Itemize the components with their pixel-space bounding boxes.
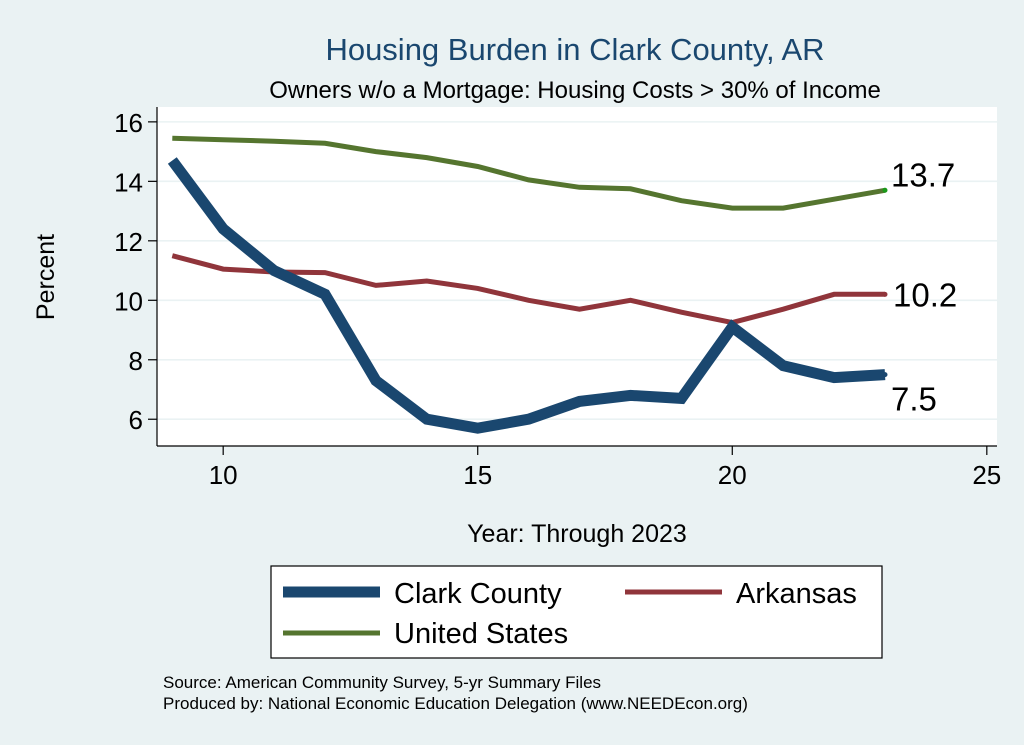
axes: 6 8 10 12 14 16 10 15 20 25 <box>114 107 1001 490</box>
legend: Clark County Arkansas United States <box>270 565 883 659</box>
x-tick-label: 25 <box>972 460 1001 490</box>
chart-title: Housing Burden in Clark County, AR <box>325 32 824 67</box>
y-tick-label: 10 <box>114 286 143 316</box>
end-point-united-states <box>882 187 888 193</box>
y-axis-label: Percent <box>32 234 60 320</box>
end-labels: 7.5 10.2 13.7 <box>882 156 957 418</box>
end-label-arkansas: 10.2 <box>893 276 957 313</box>
y-tick-label: 8 <box>129 346 143 376</box>
producer-note: Produced by: National Economic Education… <box>163 694 748 713</box>
chart-subtitle: Owners w/o a Mortgage: Housing Costs > 3… <box>269 77 881 104</box>
x-tick-label: 10 <box>209 460 238 490</box>
series-lines <box>167 135 886 434</box>
legend-label-clark-county: Clark County <box>394 578 562 610</box>
legend-label-arkansas: Arkansas <box>736 578 857 610</box>
series-line-arkansas <box>171 253 885 326</box>
end-label-united-states: 13.7 <box>891 156 955 193</box>
y-tick-label: 12 <box>114 227 143 257</box>
x-tick-label: 20 <box>718 460 747 490</box>
legend-box <box>270 565 883 659</box>
series-line-united-states <box>172 135 886 211</box>
source-note: Source: American Community Survey, 5-yr … <box>163 673 601 692</box>
y-tick-label: 14 <box>114 167 143 197</box>
legend-label-united-states: United States <box>394 618 568 650</box>
grid-lines <box>157 121 997 421</box>
end-label-clark-county: 7.5 <box>891 381 937 418</box>
x-axis-label: Year: Through 2023 <box>467 520 687 548</box>
end-point-clark-county <box>882 372 888 378</box>
x-tick-label: 15 <box>463 460 492 490</box>
y-tick-label: 6 <box>129 405 143 435</box>
end-point-arkansas <box>882 291 888 297</box>
y-tick-label: 16 <box>114 108 143 138</box>
series-line-clark-county <box>167 157 886 434</box>
